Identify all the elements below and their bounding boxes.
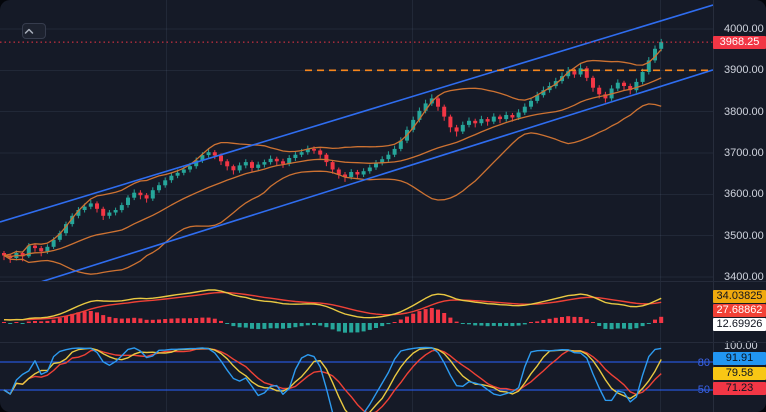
macd-value-badge: 34.03825 bbox=[713, 290, 766, 303]
candlestick-series bbox=[2, 38, 664, 263]
stochastic-indicator-panel[interactable] bbox=[0, 343, 713, 412]
price-axis-label: 3900.00 bbox=[724, 64, 764, 76]
stoch-d-value-badge: 79.58 bbox=[713, 367, 766, 380]
price-axis-label: 3700.00 bbox=[724, 147, 764, 159]
price-axis-label: 3400.00 bbox=[724, 271, 764, 283]
macd-indicator-panel[interactable] bbox=[0, 282, 713, 342]
main-price-panel[interactable] bbox=[0, 0, 713, 281]
stoch-slow-value-badge: 71.23 bbox=[713, 382, 766, 395]
stoch-level-50-label: 50 bbox=[697, 384, 710, 396]
stoch-axis-100-label: 100.00 bbox=[724, 340, 758, 352]
price-axis-label: 3500.00 bbox=[724, 230, 764, 242]
legend-toggle-button[interactable] bbox=[22, 23, 46, 39]
stoch-level-80-label: 80 bbox=[697, 357, 710, 369]
last-price-badge: 3968.25 bbox=[713, 36, 766, 49]
panel-separator[interactable] bbox=[0, 281, 766, 282]
price-axis-label: 3800.00 bbox=[724, 106, 764, 118]
price-axis[interactable]: 100.00 3968.25 34.03825 27.68862 12.6992… bbox=[713, 0, 766, 412]
stoch-k-value-badge: 91.91 bbox=[713, 352, 766, 365]
chevron-up-icon bbox=[24, 28, 34, 34]
macd-hist-value-badge: 12.69926 bbox=[713, 318, 766, 331]
macd-signal-value-badge: 27.68862 bbox=[713, 304, 766, 317]
panel-separator[interactable] bbox=[0, 342, 766, 343]
price-axis-label: 4000.00 bbox=[724, 23, 764, 35]
bollinger-bands bbox=[3, 49, 662, 275]
price-axis-label: 3600.00 bbox=[724, 188, 764, 200]
